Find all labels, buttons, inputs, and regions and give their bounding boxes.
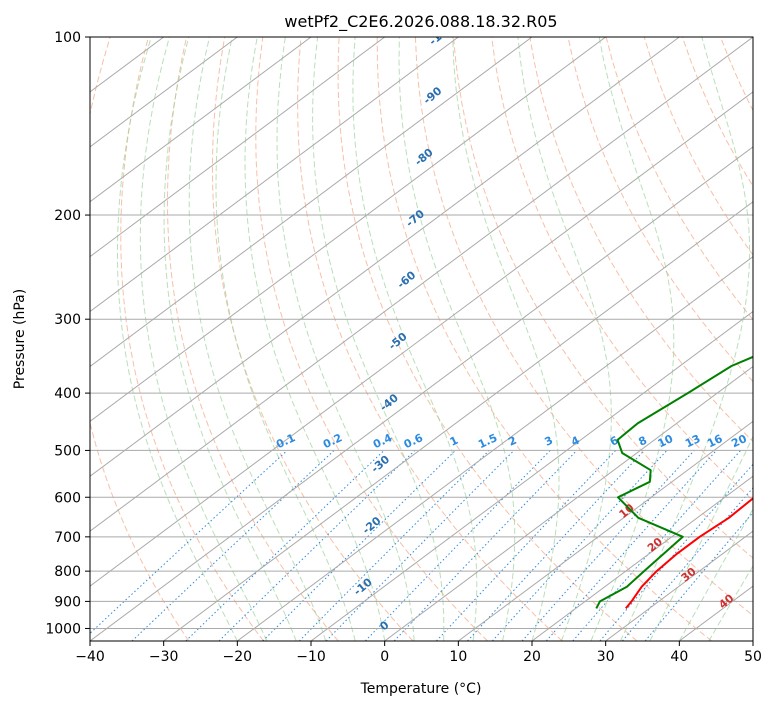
dry-adiabat [414, 37, 753, 617]
isotherm-line [310, 310, 753, 641]
mixing-ratio-label: 10 [656, 432, 676, 450]
x-tick-label: −30 [149, 649, 179, 665]
y-tick-label: 300 [54, 312, 81, 328]
moist-adiabat [117, 37, 238, 641]
isotherm-line [237, 256, 753, 641]
mixing-ratio-label: 16 [705, 432, 725, 450]
isotherm-line [605, 530, 753, 641]
mixing-ratio-line [545, 450, 717, 641]
temperature-profile [625, 497, 753, 610]
isotherm-line [90, 146, 753, 641]
mixing-ratio-line [218, 450, 416, 641]
mixing-ratio-label: 13 [683, 432, 702, 450]
y-tick-label: 600 [54, 490, 81, 506]
mixing-ratio-line [521, 450, 695, 641]
isotherm-line [90, 37, 753, 532]
isotherm-line [90, 37, 606, 422]
moist-adiabat [590, 37, 675, 641]
moist-adiabat [312, 37, 445, 641]
mixing-ratio-line [325, 450, 515, 641]
moist-adiabat [619, 37, 751, 641]
isotherm-line [90, 37, 385, 258]
mixing-ratio-line [131, 450, 335, 641]
moist-adiabat [452, 37, 560, 641]
y-tick-label: 500 [54, 443, 81, 459]
moist-adiabat [708, 564, 753, 641]
isotherm-line [384, 365, 753, 641]
isotherm-line [90, 37, 238, 148]
mixing-ratio-line [364, 450, 551, 641]
x-tick-label: 50 [744, 649, 762, 665]
x-tick-label: −20 [223, 649, 253, 665]
y-tick-label: 900 [54, 594, 81, 610]
x-tick-label: 10 [449, 649, 467, 665]
y-tick-label: 800 [54, 564, 81, 580]
mixing-ratio-line [185, 450, 385, 641]
x-axis-ticks: −40 −30 −20 −10 0 10 20 30 40 50 [75, 641, 762, 665]
mixing-ratio-line [298, 450, 490, 641]
x-tick-label: −10 [296, 649, 326, 665]
dry-adiabat [605, 37, 753, 321]
dry-adiabat [90, 37, 190, 641]
dry-adiabat [337, 37, 638, 641]
isotherm-line [163, 201, 753, 641]
moist-adiabat [398, 37, 516, 641]
dry-adiabat [529, 37, 753, 443]
mixing-ratio-line [467, 450, 645, 641]
x-tick-label: 0 [380, 649, 389, 665]
moist-adiabat [517, 37, 612, 641]
isotherm-line [458, 420, 753, 641]
isotherm-line [531, 475, 753, 641]
x-axis-label: Temperature (°C) [360, 681, 482, 697]
y-tick-label: 400 [54, 386, 81, 402]
mixing-ratio-line [90, 450, 288, 635]
moist-adiabat [139, 37, 268, 641]
y-tick-label: 700 [54, 530, 81, 546]
mixing-ratio-label: 20 [729, 432, 749, 450]
dry-adiabat [453, 37, 753, 559]
mixing-ratio-line [262, 450, 456, 641]
isotherm-line [90, 37, 459, 313]
x-tick-label: 20 [523, 649, 541, 665]
plot-frame [89, 36, 754, 642]
y-tick-label: 100 [54, 30, 81, 46]
y-axis-label: Pressure (hPa) [12, 289, 28, 389]
dewpoint-profile [595, 355, 753, 609]
moist-adiabat [649, 435, 753, 641]
dry-adiabat [297, 37, 563, 641]
temperature-level-label: -100 [427, 20, 457, 48]
dry-adiabat [255, 37, 488, 641]
y-tick-label: 1000 [45, 621, 81, 637]
moist-adiabat [678, 508, 753, 641]
series-layer [595, 355, 753, 610]
y-axis-ticks: 100 200 300 400 500 600 700 800 900 1000 [45, 30, 90, 637]
grid-layer: -100-90-80-70-60-50-40-30-20-10010203040… [90, 20, 753, 641]
moist-adiabat [276, 37, 415, 641]
isotherm-line [90, 37, 533, 368]
isotherm-line [90, 91, 753, 587]
moist-adiabat [352, 37, 478, 641]
dry-adiabat [120, 37, 264, 641]
moist-adiabat [244, 37, 386, 641]
x-tick-label: 30 [597, 649, 615, 665]
isotherm-line [90, 37, 680, 477]
x-tick-label: 40 [670, 649, 688, 665]
y-tick-label: 200 [54, 208, 81, 224]
chart-title: wetPf2_C2E6.2026.088.18.32.R05 [284, 12, 557, 32]
dry-adiabat [567, 37, 753, 383]
x-tick-label: −40 [75, 649, 105, 665]
isotherm-line [90, 37, 312, 203]
moist-adiabat [215, 37, 356, 641]
